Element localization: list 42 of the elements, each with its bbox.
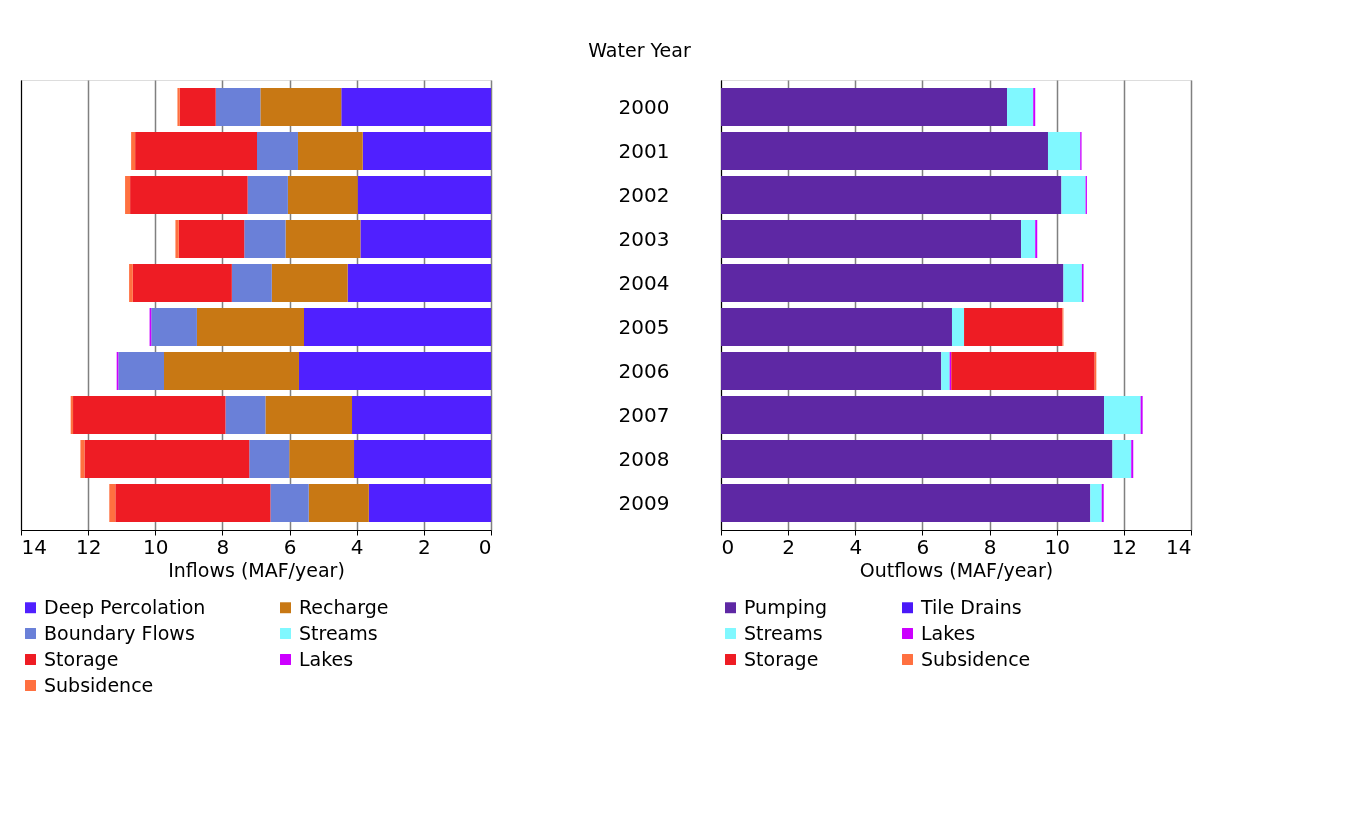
x-tick-label: 2 bbox=[417, 534, 431, 559]
y-tick-label: 2007 bbox=[618, 402, 670, 427]
legend-label: Streams bbox=[299, 621, 378, 644]
x-tick-label: 8 bbox=[983, 534, 997, 559]
x-tick-label: 2 bbox=[782, 534, 796, 559]
legend-label: Recharge bbox=[299, 595, 389, 618]
legend-label: Subsidence bbox=[921, 647, 1031, 670]
y-tick-label: 2006 bbox=[618, 358, 670, 383]
x-tick-label: 6 bbox=[916, 534, 930, 559]
x-tick-label: 0 bbox=[721, 534, 735, 559]
x-axis-title: Outflows (MAF/year) bbox=[859, 558, 1054, 581]
legend-label: Storage bbox=[44, 647, 119, 670]
y-tick-label: 2009 bbox=[618, 490, 670, 515]
x-tick-label: 10 bbox=[143, 534, 169, 559]
x-tick-label: 12 bbox=[1111, 534, 1138, 559]
y-axis-title: Water Year bbox=[588, 38, 691, 61]
legend-label: Deep Percolation bbox=[44, 595, 206, 618]
x-tick-label: 8 bbox=[216, 534, 230, 559]
y-tick-label: 2004 bbox=[618, 270, 670, 295]
y-tick-label: 2003 bbox=[618, 226, 670, 251]
legend-label: Tile Drains bbox=[920, 595, 1022, 618]
x-tick-label: 14 bbox=[21, 534, 47, 559]
x-tick-label: 12 bbox=[75, 534, 102, 559]
x-tick-label: 4 bbox=[849, 534, 863, 559]
legend-label: Streams bbox=[744, 621, 823, 644]
legend-label: Storage bbox=[744, 647, 819, 670]
y-tick-label: 2005 bbox=[618, 314, 670, 339]
legend-label: Boundary Flows bbox=[44, 621, 195, 644]
x-axis-title: Inflows (MAF/year) bbox=[168, 558, 345, 581]
x-tick-label: 14 bbox=[1166, 534, 1192, 559]
y-tick-label: 2000 bbox=[618, 94, 670, 119]
x-tick-label: 10 bbox=[1044, 534, 1070, 559]
legend-label: Subsidence bbox=[44, 673, 154, 696]
x-tick-label: 6 bbox=[283, 534, 297, 559]
x-tick-label: 0 bbox=[478, 534, 492, 559]
x-tick-label: 4 bbox=[350, 534, 364, 559]
y-tick-label: 2002 bbox=[618, 182, 670, 207]
legend-label: Pumping bbox=[744, 595, 828, 618]
legend-label: Lakes bbox=[921, 621, 976, 644]
y-tick-label: 2008 bbox=[618, 446, 670, 471]
legend-label: Lakes bbox=[299, 647, 354, 670]
y-tick-label: 2001 bbox=[618, 138, 670, 163]
